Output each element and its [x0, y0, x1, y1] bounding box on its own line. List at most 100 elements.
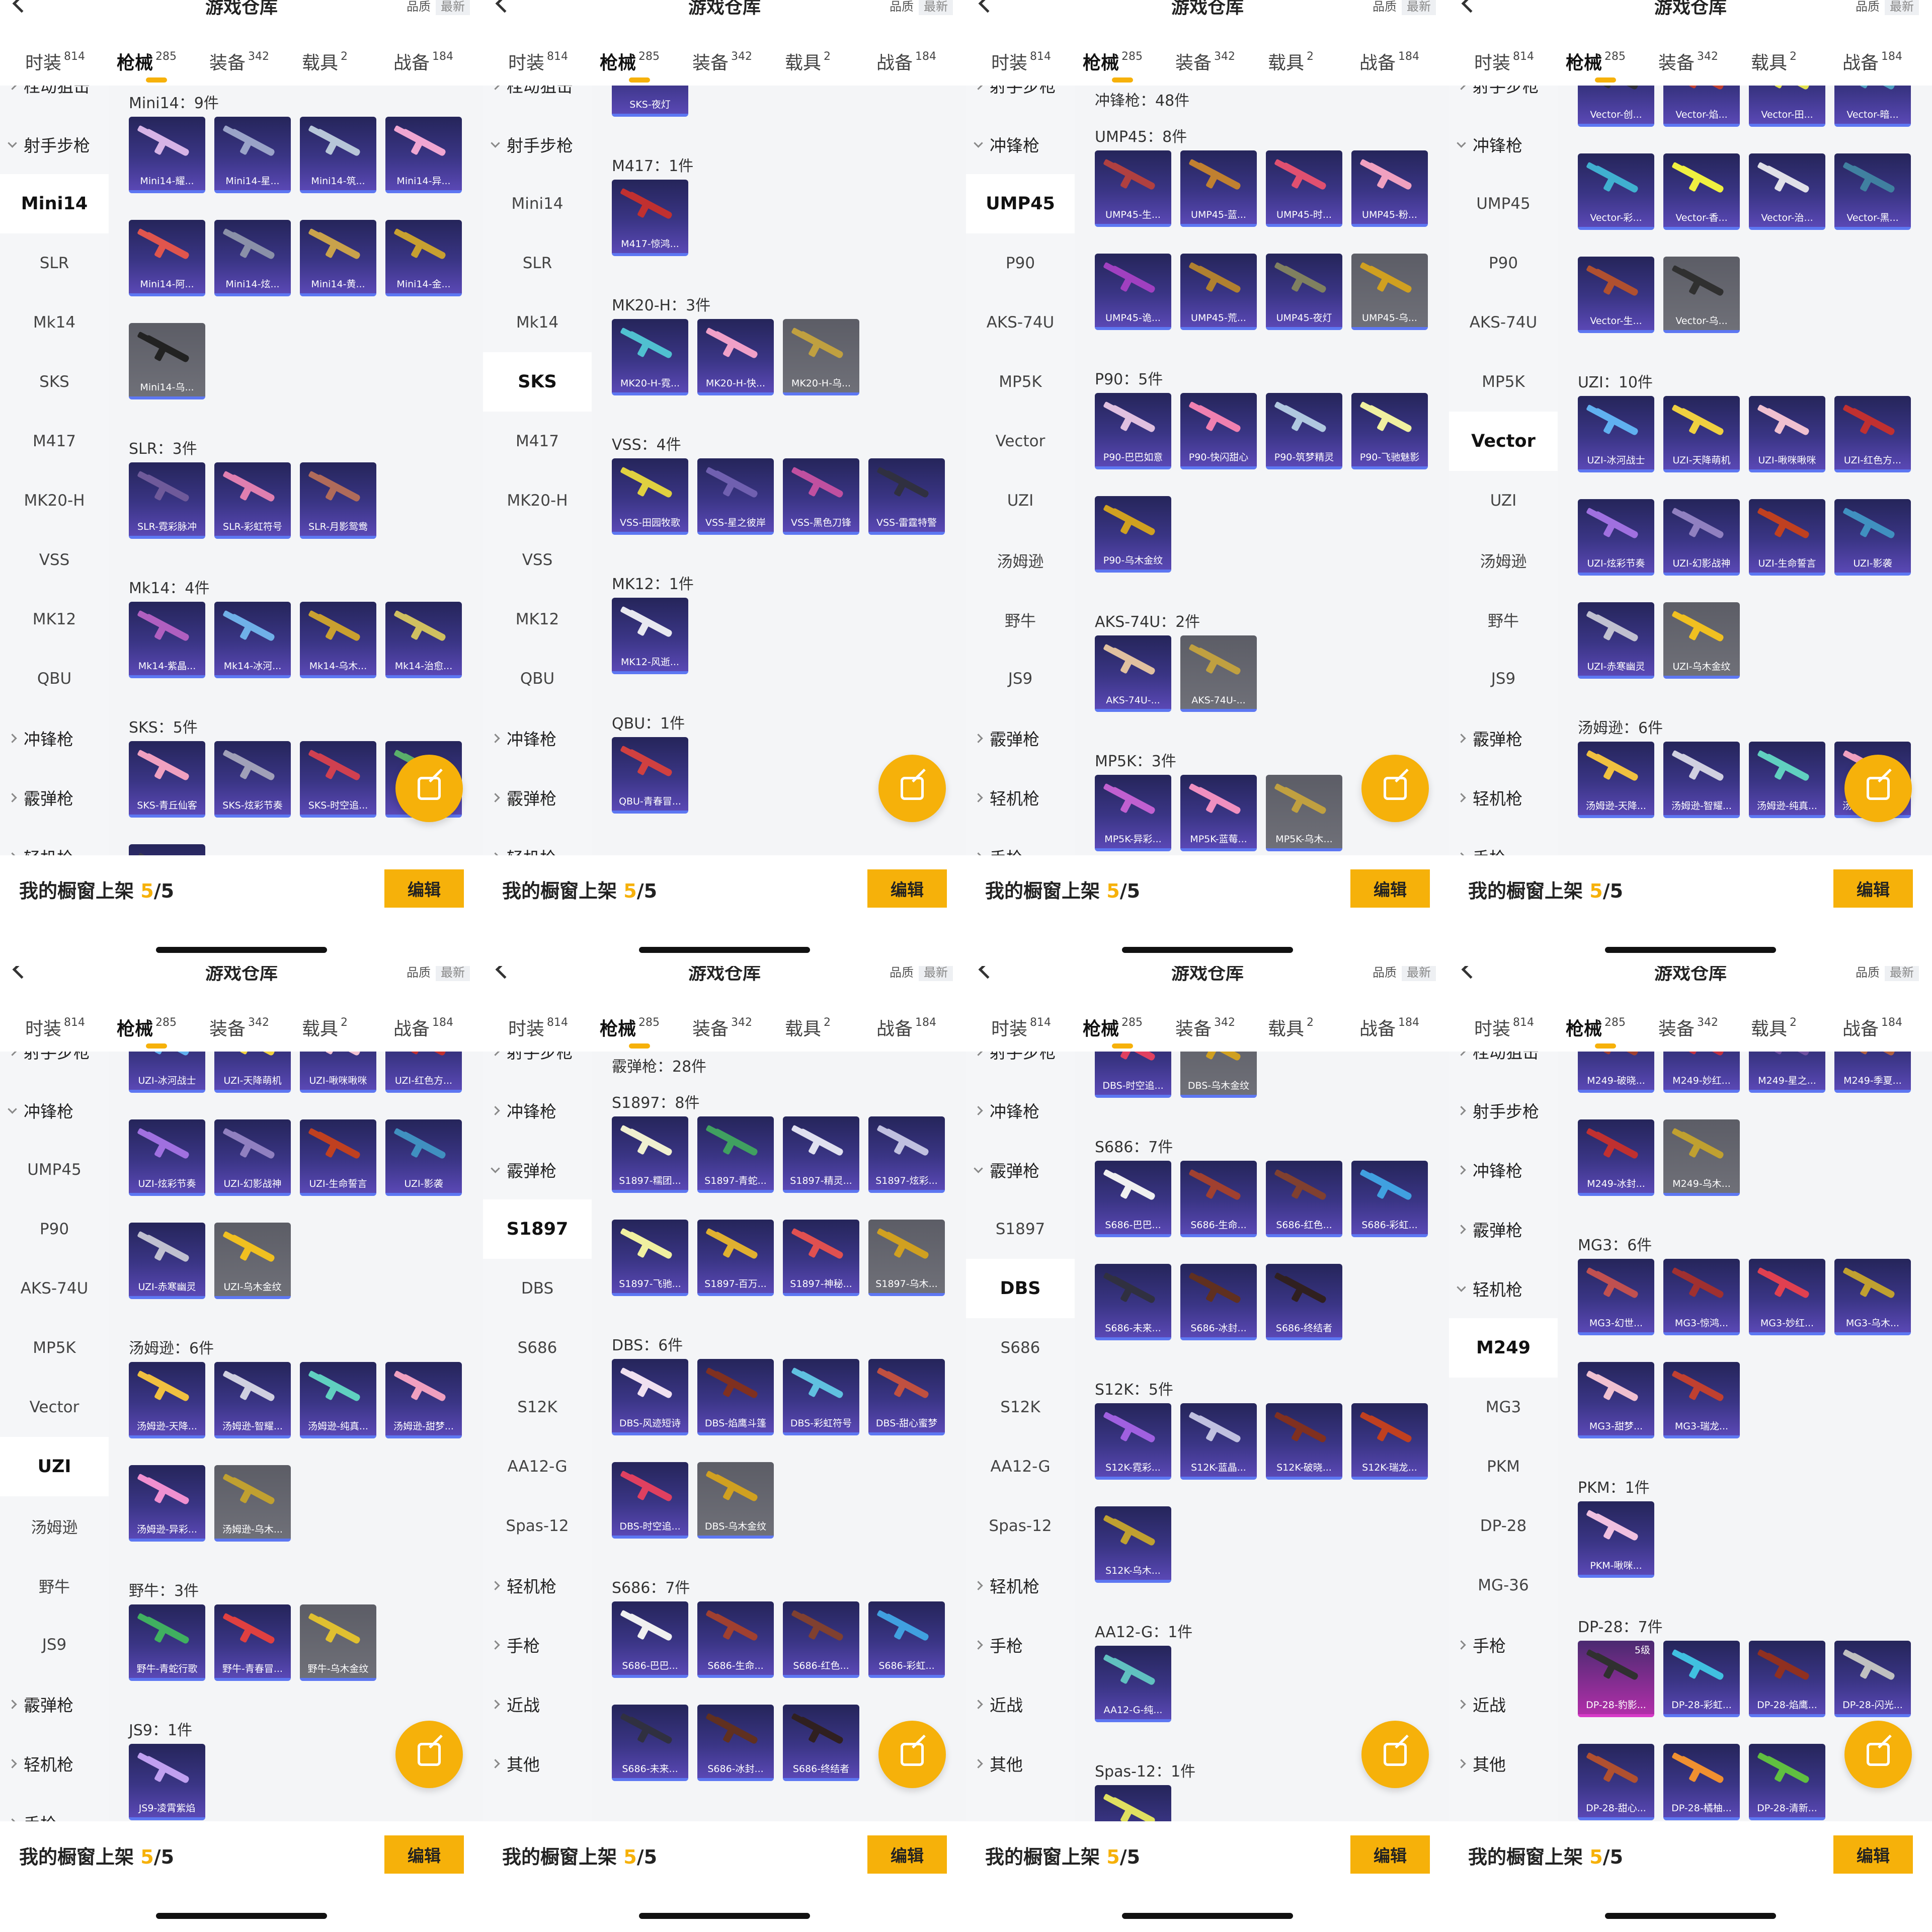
sidebar-category[interactable]: 其他	[483, 1734, 592, 1793]
weapon-card[interactable]: Vector-彩...	[1578, 153, 1654, 230]
tab-4[interactable]: 战备 184	[876, 48, 936, 74]
sidebar-category[interactable]: 射手步枪	[483, 115, 592, 174]
weapon-card[interactable]: 汤姆逊-纯真...	[300, 1362, 376, 1438]
weapon-card[interactable]: UZI-赤寒幽灵	[1578, 602, 1654, 679]
weapon-card[interactable]: P90-巴巴如意	[1095, 393, 1171, 469]
weapon-card[interactable]: 汤姆逊-甜梦...	[385, 1362, 462, 1438]
sidebar-item[interactable]: DBS	[483, 1259, 592, 1318]
weapon-card[interactable]: AA12-G-纯...	[1095, 1646, 1171, 1722]
sidebar-category[interactable]: 冲锋枪	[1449, 115, 1558, 174]
weapon-card[interactable]: Mini14-乌...	[129, 323, 205, 399]
sort-quality-button[interactable]: 品质	[401, 966, 436, 981]
weapon-card[interactable]: SPAS-12-...	[1095, 1785, 1171, 1821]
weapon-card[interactable]: DBS-时空追...	[1095, 1052, 1171, 1098]
weapon-card[interactable]: P90-飞驰魅影	[1351, 393, 1428, 469]
tab-4[interactable]: 战备 184	[1842, 1014, 1902, 1040]
sidebar-item[interactable]: S12K	[966, 1378, 1075, 1437]
sidebar-category[interactable]: 射手步枪	[483, 1052, 592, 1081]
weapon-card[interactable]: MK12-风逝...	[612, 598, 688, 674]
tab-2[interactable]: 装备 342	[1175, 1014, 1235, 1040]
tab-3[interactable]: 载具 2	[1268, 1014, 1314, 1040]
sidebar-item[interactable]: S12K	[483, 1378, 592, 1437]
weapon-card[interactable]: VSS-田园牧歌	[612, 458, 688, 535]
sidebar-item[interactable]: Mk14	[0, 293, 109, 352]
sidebar-item[interactable]: UZI	[966, 471, 1075, 530]
weapon-card[interactable]: DBS-乌木金纹	[697, 1462, 774, 1539]
edit-button[interactable]: 编辑	[867, 869, 947, 908]
weapon-card[interactable]: M249-乌木...	[1663, 1119, 1740, 1196]
sidebar-item[interactable]: Spas-12	[966, 1496, 1075, 1556]
tab-1[interactable]: 枪械 285	[117, 48, 177, 74]
weapon-card[interactable]: DP-28-彩虹...	[1663, 1641, 1740, 1717]
sidebar-item[interactable]: SLR	[0, 233, 109, 293]
sidebar-item[interactable]: JS9	[1449, 649, 1558, 708]
sidebar-category[interactable]: 射手步枪	[966, 86, 1075, 115]
tab-1[interactable]: 枪械 285	[600, 1014, 660, 1040]
sidebar-item[interactable]: AKS-74U	[1449, 293, 1558, 352]
weapon-card[interactable]: UZI-乌木金纹	[214, 1223, 291, 1299]
sidebar-item[interactable]: P90	[0, 1199, 109, 1259]
weapon-card[interactable]: Mini14-异...	[385, 117, 462, 193]
sort-quality-button[interactable]: 品质	[401, 0, 436, 15]
weapon-card[interactable]: UMP45-夜灯	[1266, 254, 1342, 330]
weapon-card[interactable]: M249-妙红...	[1663, 1052, 1740, 1093]
sidebar-item[interactable]: JS9	[0, 1615, 109, 1674]
tab-0[interactable]: 时装 814	[25, 48, 85, 74]
tab-4[interactable]: 战备 184	[393, 48, 453, 74]
weapon-card[interactable]: QBU-青春冒...	[612, 737, 688, 814]
tab-0[interactable]: 时装 814	[25, 1014, 85, 1040]
weapon-card[interactable]: M249-冰封...	[1578, 1119, 1654, 1196]
sidebar-item[interactable]: Vector	[1449, 412, 1558, 471]
sort-quality-button[interactable]: 品质	[1367, 0, 1402, 15]
sidebar-item[interactable]: MK20-H	[0, 471, 109, 530]
weapon-card[interactable]: UZI-天降萌机	[214, 1052, 291, 1093]
sidebar-category[interactable]: 栓动狙击	[483, 86, 592, 115]
sort-latest-button[interactable]: 最新	[1402, 0, 1436, 15]
sidebar-category[interactable]: 霰弹枪	[966, 708, 1075, 768]
sidebar-category[interactable]: 轻机枪	[0, 1734, 109, 1793]
weapon-card[interactable]: P90-快闪甜心	[1180, 393, 1257, 469]
weapon-card[interactable]: MG3-乌木...	[1834, 1259, 1911, 1335]
edit-button[interactable]: 编辑	[384, 869, 464, 908]
sidebar-category[interactable]: 轻机枪	[483, 1556, 592, 1615]
weapon-card[interactable]: S686-生命...	[697, 1601, 774, 1678]
sidebar-category[interactable]: 射手步枪	[0, 1052, 109, 1081]
share-button[interactable]	[878, 1721, 946, 1788]
weapon-card[interactable]: Mini14-筑...	[300, 117, 376, 193]
sidebar-category[interactable]: 轻机枪	[1449, 768, 1558, 827]
weapon-card[interactable]: SKS-夜灯	[612, 86, 688, 117]
sidebar-item[interactable]: S686	[483, 1318, 592, 1378]
weapon-card[interactable]: DBS-焰鹰斗篷	[697, 1359, 774, 1435]
tab-2[interactable]: 装备 342	[1175, 48, 1235, 74]
weapon-card[interactable]: S686-彩虹...	[868, 1601, 945, 1678]
weapon-card[interactable]: UZI-生命誓言	[1749, 499, 1825, 576]
weapon-card[interactable]: Mk14-乌木...	[300, 602, 376, 678]
sort-quality-button[interactable]: 品质	[884, 966, 919, 981]
sidebar-item[interactable]: MP5K	[966, 352, 1075, 412]
weapon-card[interactable]: 汤姆逊-天降...	[129, 1362, 205, 1438]
tab-0[interactable]: 时装 814	[1474, 1014, 1534, 1040]
tab-0[interactable]: 时装 814	[508, 1014, 568, 1040]
weapon-card[interactable]: UZI-红色方...	[1834, 396, 1911, 472]
sidebar-category[interactable]: 冲锋枪	[483, 1081, 592, 1140]
weapon-card[interactable]: UZI-炫彩节奏	[129, 1119, 205, 1196]
tab-3[interactable]: 载具 2	[785, 48, 831, 74]
weapon-card[interactable]: SKS-青丘仙客	[129, 741, 205, 818]
weapon-card[interactable]: M249-星之...	[1749, 1052, 1825, 1093]
tab-3[interactable]: 载具 2	[1751, 1014, 1797, 1040]
sidebar-item[interactable]: MG-36	[1449, 1556, 1558, 1615]
weapon-card[interactable]: Mini14-金...	[385, 220, 462, 296]
share-button[interactable]	[395, 1721, 463, 1788]
sidebar-item[interactable]: MK20-H	[483, 471, 592, 530]
weapon-card[interactable]: UZI-冰河战士	[1578, 396, 1654, 472]
sort-latest-button[interactable]: 最新	[1885, 0, 1919, 15]
weapon-card[interactable]: SKS-炫彩节奏	[214, 741, 291, 818]
weapon-card[interactable]: DBS-乌木金纹	[1180, 1052, 1257, 1098]
weapon-card[interactable]: DBS-时空追...	[612, 1462, 688, 1539]
weapon-card[interactable]: S1897-神秘...	[783, 1220, 859, 1296]
weapon-card[interactable]: AKS-74U-...	[1095, 635, 1171, 712]
weapon-card[interactable]: M417-惊鸿...	[612, 180, 688, 256]
sidebar-item[interactable]: QBU	[483, 649, 592, 708]
sidebar-item[interactable]: UZI	[1449, 471, 1558, 530]
tab-3[interactable]: 载具 2	[785, 1014, 831, 1040]
